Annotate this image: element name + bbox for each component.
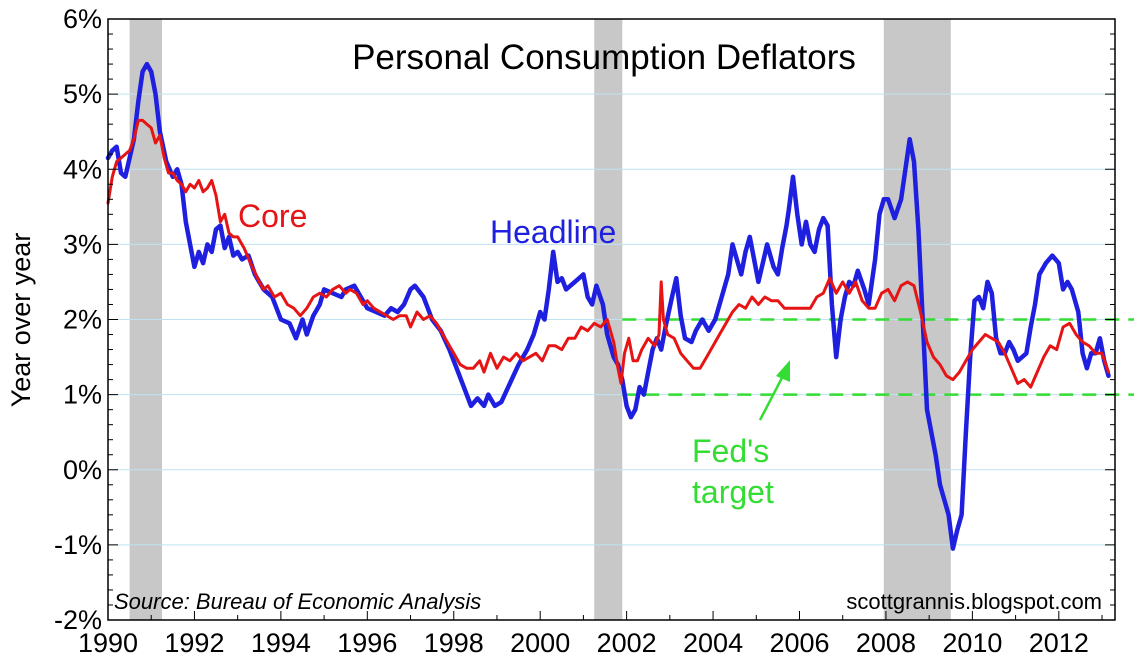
credit-note: scottgrannis.blogspot.com	[846, 589, 1102, 614]
y-tick-label: 5%	[63, 79, 102, 109]
core-series-line	[106, 118, 1110, 389]
y-tick-label: 4%	[63, 154, 102, 184]
y-tick-labels: -2% -1% 0% 1% 2% 3% 4% 5% 6%	[54, 4, 102, 635]
x-tick-label: 2000	[510, 628, 570, 658]
x-tick-label: 1990	[78, 628, 138, 658]
chart-title: Personal Consumption Deflators	[352, 38, 856, 77]
y-tick-label: 3%	[63, 229, 102, 259]
y-tick-label: 1%	[63, 380, 102, 410]
x-tick-labels: 1990 1992 1994 1996 1998 2000 2002 2004 2006 2008…	[78, 628, 1089, 658]
x-tick-label: 1996	[337, 628, 397, 658]
x-tick-label: 2012	[1029, 628, 1089, 658]
fed-target-label-line1: Fed's	[692, 433, 769, 469]
x-tick-label: 1998	[424, 628, 484, 658]
axes	[107, 18, 1116, 621]
headline-series-label: Headline	[490, 214, 616, 250]
source-note: Source: Bureau of Economic Analysis	[114, 589, 481, 614]
fed-target-label-line2: target	[692, 474, 774, 510]
y-tick-label: -2%	[54, 605, 102, 635]
x-tick-label: 1992	[164, 628, 224, 658]
x-tick-label: 2002	[597, 628, 657, 658]
y-tick-label: 6%	[63, 4, 102, 34]
core-series-label: Core	[238, 198, 307, 234]
y-tick-label: -1%	[54, 530, 102, 560]
y-axis-label: Year over year	[6, 233, 36, 408]
x-tick-label: 2006	[769, 628, 829, 658]
y-tick-label: 0%	[63, 455, 102, 485]
fed-target-band	[622, 318, 1134, 396]
series-lines	[105, 61, 1111, 551]
x-tick-label: 2010	[942, 628, 1002, 658]
x-tick-label: 2008	[856, 628, 916, 658]
x-tick-label: 2004	[683, 628, 743, 658]
x-tick-label: 1994	[251, 628, 311, 658]
y-tick-label: 2%	[63, 305, 102, 335]
fed-target-arrow	[758, 360, 790, 421]
